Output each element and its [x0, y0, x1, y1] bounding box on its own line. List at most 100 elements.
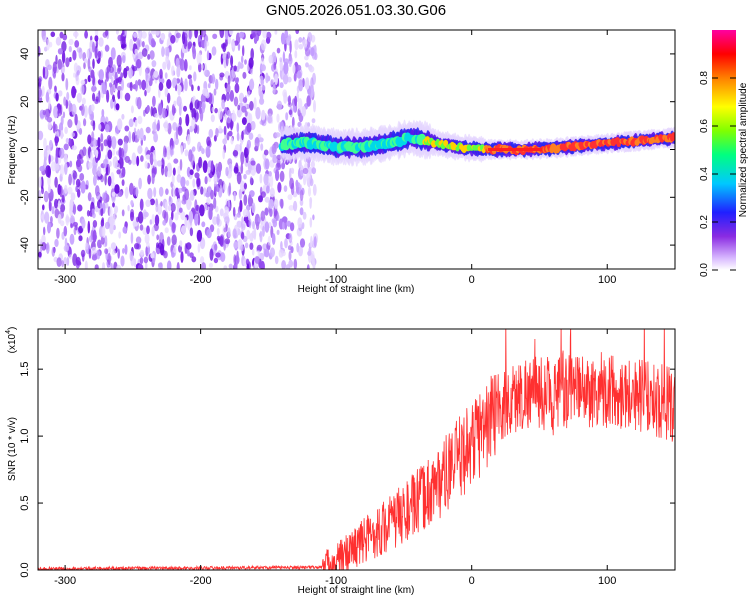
spectrogram-noise-speck	[279, 57, 283, 63]
spectrogram-noise-speck	[121, 30, 125, 35]
spectrogram-noise-speck	[92, 120, 96, 131]
spectrogram-noise-speck	[189, 189, 195, 201]
spectrogram-noise-speck	[124, 92, 131, 102]
spectrogram-noise-speck	[111, 195, 116, 203]
spectrogram-noise-speck	[72, 204, 77, 215]
spectrogram-noise-speck	[108, 246, 112, 253]
spectrogram-noise-speck	[57, 109, 62, 117]
spectrogram-noise-speck	[240, 231, 245, 240]
spectrogram-noise-speck	[180, 251, 184, 263]
spectrogram-noise-speck	[71, 145, 77, 151]
spectrogram-noise-speck	[268, 54, 273, 64]
spectrogram-noise-speck	[147, 187, 153, 200]
spectrogram-noise-speck	[139, 80, 142, 90]
spectrogram-noise-speck	[172, 122, 178, 131]
spectrogram-noise-speck	[134, 80, 138, 92]
spectrogram-noise-speck	[104, 173, 107, 186]
spectrogram-noise-speck	[219, 30, 225, 39]
spectrogram-noise-speck	[151, 38, 155, 46]
spectrogram-noise-speck	[63, 143, 69, 151]
spectrogram-noise-speck	[243, 147, 249, 158]
spectrogram-noise-speck	[260, 191, 266, 198]
spectrogram-noise-speck	[306, 264, 310, 269]
spectrogram-noise-speck	[107, 252, 111, 266]
spectrogram-noise-speck	[194, 99, 200, 110]
spectrogram-noise-speck	[110, 47, 116, 60]
spectrogram-noise-speck	[105, 71, 110, 82]
spectrogram-noise-speck	[97, 50, 102, 58]
spectrogram-noise-speck	[60, 130, 64, 140]
spectrogram-noise-speck	[52, 121, 56, 134]
y-tick-label: 1.0	[19, 428, 31, 443]
spectrogram-noise-speck	[313, 100, 316, 113]
spectrogram-noise-speck	[299, 198, 304, 206]
spectrogram-noise-speck	[236, 220, 242, 228]
spectrogram-noise-speck	[308, 86, 312, 97]
spectrogram-noise-speck	[86, 210, 90, 217]
spectrogram-noise-speck	[207, 185, 212, 194]
spectrogram-noise-speck	[46, 116, 53, 123]
spectrogram-noise-speck	[222, 42, 227, 53]
spectrogram-noise-speck	[246, 263, 250, 269]
spectrogram-noise-speck	[296, 242, 300, 253]
spectrogram-noise-speck	[114, 162, 121, 170]
spectrogram-noise-speck	[152, 121, 157, 132]
spectrogram-noise-speck	[145, 126, 151, 134]
spectrogram-noise-speck	[147, 54, 151, 60]
spectrogram-noise-speck	[219, 208, 224, 217]
spectrogram-noise-speck	[285, 112, 289, 121]
spectrogram-noise-speck	[240, 180, 245, 192]
spectrogram-noise-speck	[289, 222, 295, 232]
spectrogram-noise-speck	[121, 166, 126, 178]
spectrogram-noise-speck	[66, 91, 70, 101]
spectrogram-noise-speck	[93, 174, 97, 186]
spectrogram-noise-speck	[38, 86, 42, 98]
spectrogram-noise-speck	[90, 104, 95, 112]
spectrogram-noise-speck	[68, 100, 71, 107]
spectrogram-noise-speck	[269, 175, 274, 188]
spectrogram-noise-speck	[162, 219, 167, 226]
spectrogram-noise-speck	[254, 136, 260, 149]
spectrogram-noise-speck	[254, 256, 260, 264]
spectrogram-noise-speck	[172, 167, 176, 176]
spectrogram-noise-speck	[54, 136, 60, 144]
spectrogram-noise-speck	[150, 106, 154, 117]
spectrogram-noise-speck	[160, 32, 166, 41]
spectrogram-noise-speck	[117, 90, 121, 100]
spectrogram-noise-speck	[308, 186, 311, 197]
spectrogram-noise-speck	[291, 168, 294, 174]
spectrogram-noise-speck	[121, 36, 126, 45]
colorbar-tick-label: 0.2	[699, 215, 710, 229]
spectrogram-noise-speck	[94, 98, 99, 105]
spectrogram-noise-speck	[165, 55, 169, 65]
spectrogram-noise-speck	[312, 184, 317, 196]
spectrogram-noise-speck	[121, 43, 125, 49]
spectrogram-noise-speck	[122, 248, 125, 254]
spectrogram-noise-speck	[45, 165, 51, 178]
spectrogram-noise-speck	[101, 217, 104, 223]
spectrogram-noise-speck	[160, 201, 163, 207]
spectrogram-noise-speck	[212, 33, 218, 39]
spectrogram-noise-speck	[71, 103, 77, 117]
spectrogram-noise-speck	[295, 30, 300, 34]
spectrogram-noise-speck	[63, 153, 68, 164]
spectrogram-noise-speck	[310, 161, 315, 168]
spectrogram-noise-speck	[234, 83, 240, 94]
spectrogram-noise-speck	[57, 200, 61, 209]
spectrogram-noise-speck	[139, 198, 144, 211]
spectrogram-noise-speck	[260, 39, 267, 51]
spectrogram-noise-speck	[215, 127, 219, 138]
spectrogram-noise-speck	[235, 77, 239, 83]
spectrogram-noise-speck	[153, 132, 159, 143]
snr-y-label: SNR (10 * v/v)	[7, 417, 18, 481]
spectrogram-noise-speck	[282, 37, 287, 45]
spectrogram-noise-speck	[79, 173, 85, 181]
spectrogram-noise-speck	[193, 71, 197, 82]
spectrogram-noise-speck	[51, 161, 57, 172]
spectrogram-noise-speck	[245, 169, 251, 175]
spectrogram-noise-speck	[133, 258, 137, 267]
spectrogram-noise-speck	[198, 156, 203, 169]
spectrogram-noise-speck	[251, 30, 257, 38]
spectrogram-noise-speck	[191, 108, 197, 120]
spectrogram-noise-speck	[39, 165, 45, 172]
